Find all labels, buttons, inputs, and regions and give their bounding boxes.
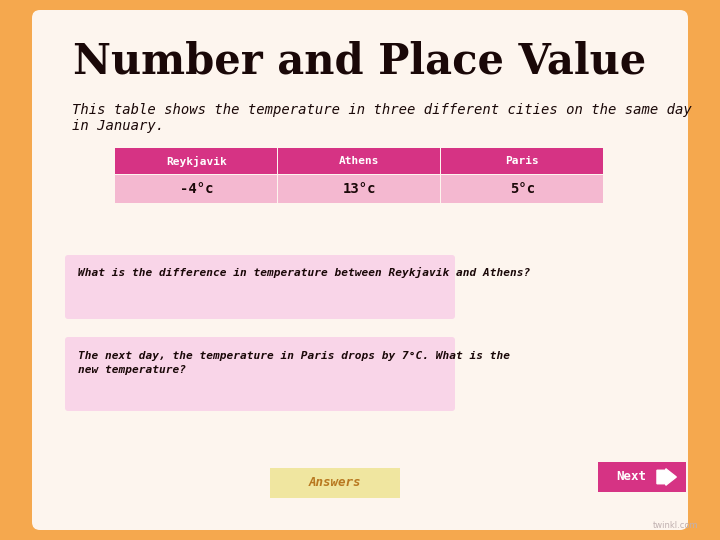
Text: What is the difference in temperature between Reykjavik and Athens?: What is the difference in temperature be… [78,267,530,278]
Text: -4°c: -4°c [180,182,213,196]
FancyBboxPatch shape [115,175,277,203]
FancyBboxPatch shape [278,148,440,174]
Text: 5°c: 5°c [510,182,535,196]
FancyBboxPatch shape [278,175,440,203]
FancyArrow shape [657,469,676,485]
Text: The next day, the temperature in Paris drops by 7°C. What is the: The next day, the temperature in Paris d… [78,351,510,361]
Text: Athens: Athens [339,156,379,166]
Text: Next: Next [616,470,647,483]
Text: Reykjavik: Reykjavik [166,156,227,166]
Text: twinkl.com: twinkl.com [652,521,698,530]
Text: Paris: Paris [505,156,539,166]
FancyBboxPatch shape [115,148,277,174]
Text: in January.: in January. [72,119,164,133]
Text: Answers: Answers [309,476,361,489]
FancyBboxPatch shape [65,255,455,319]
Text: Number and Place Value: Number and Place Value [73,41,647,83]
Text: 13°c: 13°c [343,182,377,196]
FancyBboxPatch shape [598,462,686,492]
FancyBboxPatch shape [32,10,688,530]
Text: This table shows the temperature in three different cities on the same day: This table shows the temperature in thre… [72,103,692,117]
FancyBboxPatch shape [441,148,603,174]
FancyBboxPatch shape [441,175,603,203]
Text: new temperature?: new temperature? [78,365,186,375]
FancyBboxPatch shape [270,468,400,498]
FancyBboxPatch shape [65,337,455,411]
